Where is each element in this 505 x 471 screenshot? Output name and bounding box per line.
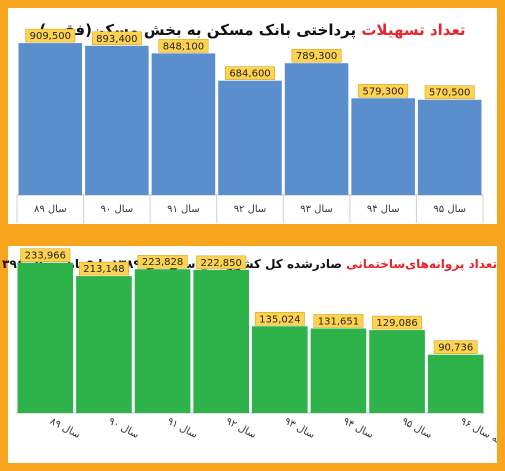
x-tick-label: سال ۹۴	[341, 416, 375, 441]
x-tick-label: ۹ماهه سال ۹۶	[458, 416, 497, 454]
bar	[151, 53, 216, 196]
x-tick-label: سال ۹۵	[433, 204, 466, 215]
bar	[427, 354, 484, 413]
data-label: 789,300	[296, 51, 337, 62]
x-tick-label: سال ۹۲	[224, 416, 258, 441]
bar	[417, 99, 482, 195]
data-label-box	[291, 48, 342, 63]
chart-title-highlight: تعداد تسهیلات	[361, 21, 466, 39]
data-label: 233,966	[25, 251, 66, 262]
data-label-box	[78, 261, 129, 276]
bar	[134, 269, 191, 413]
data-label: 90,736	[438, 343, 473, 354]
x-tick-label: سال ۹۵	[400, 416, 434, 441]
x-tick-label: سال ۸۹	[48, 416, 82, 441]
x-tick-label: سال ۹۴	[367, 204, 400, 215]
data-label-box	[137, 254, 188, 269]
x-tick-label: سال ۹۲	[234, 204, 267, 215]
bar	[252, 326, 308, 413]
housing-loans-bar-chart: 909,500 سال ۸۹ 893,400 سال ۹۰ 848,100 سال ۹۱ 6…	[16, 28, 484, 223]
x-tick-label: سال ۹۱	[167, 204, 200, 215]
data-label-box	[91, 31, 142, 46]
bar	[284, 63, 349, 195]
data-label-box	[254, 312, 305, 326]
data-label-box	[372, 315, 423, 330]
data-label: 579,300	[362, 86, 403, 97]
building-permits-bar-chart: 233,966 سال ۸۹ 213,148 سال ۹۰ 223,828 سال ۹۱ 2…	[16, 248, 497, 454]
chart-title-highlight: تعداد پروانه‌های‌ساختمانی	[346, 257, 497, 271]
x-tick-label: سال ۸۹	[34, 204, 67, 215]
x-tick-label: سال ۹۰	[101, 204, 134, 215]
bar	[310, 328, 367, 413]
bar	[17, 262, 74, 413]
bar	[85, 45, 149, 195]
x-tick-label: سال ۹۳	[282, 416, 316, 441]
data-label: 131,651	[318, 316, 359, 327]
data-label: 129,086	[376, 318, 417, 329]
data-label: 222,850	[201, 258, 242, 269]
data-label-box	[358, 84, 409, 98]
bar	[218, 80, 282, 195]
data-label: 213,148	[83, 264, 124, 275]
housing-loans-chart-panel: تعداد تسهیلات پرداختی بانک مسکن به بخش م…	[8, 8, 497, 224]
data-label-box	[20, 248, 71, 262]
bar	[351, 98, 415, 195]
bar	[369, 330, 425, 413]
data-label: 135,024	[259, 314, 300, 325]
data-label: 570,500	[429, 88, 470, 99]
data-label-box	[313, 314, 364, 328]
data-label: 909,500	[30, 31, 71, 42]
bar	[18, 43, 83, 196]
data-label-box	[225, 66, 275, 80]
data-label-box	[158, 39, 209, 53]
data-label-box	[424, 85, 475, 99]
building-permits-chart-panel: تعداد پروانه‌های‌ساختمانی صادرشده کل کشو…	[0, 246, 497, 463]
data-label-box	[433, 340, 478, 354]
x-tick-label: سال ۹۱	[165, 416, 199, 441]
bar	[193, 269, 249, 413]
data-label: 223,828	[142, 257, 183, 268]
x-tick-label: سال ۹۳	[300, 204, 333, 215]
data-label: 893,400	[96, 34, 137, 45]
data-label-box	[25, 28, 76, 43]
data-label: 684,600	[229, 69, 270, 80]
data-label-box	[196, 255, 247, 270]
data-label: 848,100	[163, 41, 204, 52]
bar	[76, 276, 132, 413]
x-tick-label: سال ۹۰	[107, 416, 141, 441]
